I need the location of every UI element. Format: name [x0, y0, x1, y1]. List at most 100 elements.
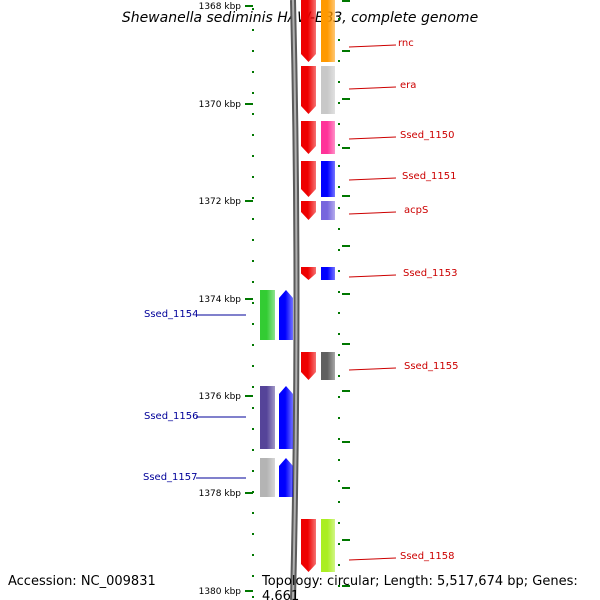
tick-label: 1368 kbp	[199, 2, 242, 12]
guide-dot-left	[252, 218, 254, 220]
guide-dot-left	[252, 575, 254, 577]
guide-dot-right	[338, 564, 340, 566]
guide-dot-left	[252, 386, 254, 388]
gene-label: Ssed_1156	[144, 411, 199, 422]
guide-dot-right	[338, 543, 340, 545]
guide-dot-right	[338, 39, 340, 41]
forward-gene-arrow	[301, 352, 316, 380]
guide-dot-right	[338, 291, 340, 293]
gene-label-line	[348, 274, 397, 278]
guide-dot-left	[252, 302, 254, 304]
guide-dot-right	[338, 333, 340, 335]
guide-dot-right	[338, 585, 340, 587]
reverse-gene-arrow	[279, 386, 293, 449]
gene-label: Ssed_1151	[402, 171, 457, 182]
gene-label-line	[348, 211, 397, 215]
gene-label: Ssed_1155	[404, 361, 459, 372]
cog-color-box	[321, 201, 335, 220]
cog-color-box	[321, 352, 335, 380]
forward-gene-arrow	[301, 161, 316, 197]
tick-label: 1378 kbp	[199, 489, 242, 499]
guide-dot-right	[338, 396, 340, 398]
guide-dot-left	[252, 470, 254, 472]
forward-gene-arrow	[301, 201, 316, 220]
guide-dot-right	[338, 459, 340, 461]
cog-color-box	[321, 66, 335, 114]
guide-dot-left	[252, 176, 254, 178]
gene-label-line	[348, 44, 397, 48]
gene-label: Ssed_1158	[400, 551, 455, 562]
gene-label: Ssed_1157	[143, 472, 198, 483]
guide-dot-left	[252, 8, 254, 10]
forward-gene-arrow	[301, 121, 316, 154]
guide-dot-right	[338, 249, 340, 251]
forward-gene-arrow	[301, 66, 316, 114]
guide-dot-left	[252, 197, 254, 199]
guide-dot-right	[338, 18, 340, 20]
tick-label: 1372 kbp	[199, 197, 242, 207]
guide-dot-left	[252, 134, 254, 136]
guide-dot-left	[252, 428, 254, 430]
guide-dot-right	[338, 417, 340, 419]
guide-dot-right	[338, 207, 340, 209]
guide-dot-left	[252, 71, 254, 73]
tick-label: 1376 kbp	[199, 392, 242, 402]
guide-dot-left	[252, 50, 254, 52]
guide-dot-left	[252, 533, 254, 535]
map-title: Shewanella sediminis HAW-EB3, complete g…	[121, 10, 479, 26]
guide-dot-left	[252, 512, 254, 514]
cog-color-box	[260, 458, 275, 497]
guide-dot-right	[338, 144, 340, 146]
gene-label: Ssed_1154	[144, 309, 199, 320]
guide-dot-left	[252, 344, 254, 346]
gene-label-line	[348, 367, 397, 371]
guide-dot-left	[252, 239, 254, 241]
accession-text: Accession: NC_009831	[8, 574, 156, 589]
guide-dot-right	[338, 354, 340, 356]
guide-dot-right	[338, 522, 340, 524]
guide-dot-left	[252, 554, 254, 556]
guide-dot-left	[252, 155, 254, 157]
guide-dot-left	[252, 281, 254, 283]
gene-label: era	[400, 80, 416, 91]
guide-dot-right	[338, 123, 340, 125]
gene-label: acpS	[404, 205, 428, 216]
cog-color-box	[260, 290, 275, 340]
guide-dot-left	[252, 449, 254, 451]
tick-label: 1380 kbp	[199, 587, 242, 597]
guide-dot-right	[338, 501, 340, 503]
guide-dot-right	[338, 270, 340, 272]
cog-color-box	[260, 386, 275, 449]
guide-dot-left	[252, 407, 254, 409]
backbone-highlight	[292, 0, 298, 600]
reverse-gene-arrow	[279, 290, 293, 340]
guide-dot-right	[338, 102, 340, 104]
guide-dot-right	[338, 81, 340, 83]
guide-dot-left	[252, 596, 254, 598]
guide-dot-left	[252, 92, 254, 94]
gene-label-line	[348, 557, 397, 561]
gene-label: Ssed_1150	[400, 130, 455, 141]
cog-color-box	[321, 121, 335, 154]
guide-dot-left	[252, 260, 254, 262]
guide-dot-right	[338, 480, 340, 482]
guide-dot-right	[338, 228, 340, 230]
gene-label-line	[348, 136, 397, 140]
tick-label: 1370 kbp	[199, 100, 242, 110]
guide-dot-right	[338, 186, 340, 188]
forward-gene-arrow	[301, 267, 316, 280]
forward-gene-arrow	[301, 519, 316, 572]
guide-dot-right	[338, 375, 340, 377]
gene-label-line	[348, 177, 397, 181]
gene-label: rnc	[398, 38, 414, 49]
forward-gene-arrow	[301, 0, 316, 62]
cog-color-box	[321, 519, 335, 572]
guide-dot-right	[338, 60, 340, 62]
guide-dot-right	[338, 438, 340, 440]
cog-color-box	[321, 161, 335, 197]
topology-text: Topology: circular; Length: 5,517,674 bp…	[262, 574, 578, 600]
guide-dot-left	[252, 29, 254, 31]
tick-label: 1374 kbp	[199, 295, 242, 305]
